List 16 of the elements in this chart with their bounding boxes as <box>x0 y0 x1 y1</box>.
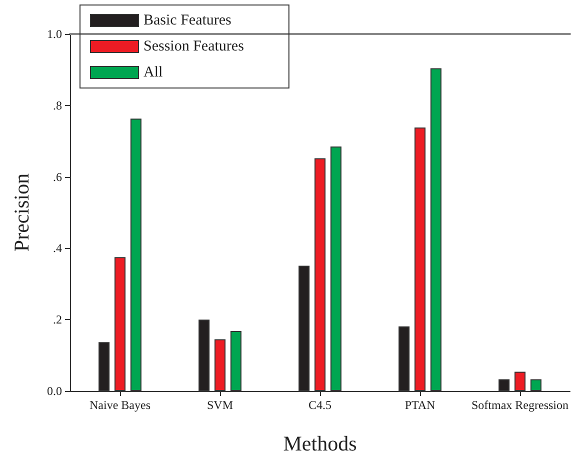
x-tick-label: C4.5 <box>308 398 332 412</box>
y-tick-label: .4 <box>53 241 62 256</box>
y-tick-label: 0.0 <box>47 384 62 398</box>
y-tick-label: .6 <box>53 170 62 184</box>
x-axis-title: Methods <box>283 432 357 456</box>
y-axis-title: Precision <box>10 172 34 252</box>
x-tick-label: Naive Bayes <box>90 398 151 412</box>
legend-label: Session Features <box>144 38 244 54</box>
y-tick-label: .2 <box>53 312 62 327</box>
legend-label: All <box>144 64 163 80</box>
y-tick-label: .8 <box>53 98 62 112</box>
legend-label: Basic Features <box>144 12 232 28</box>
x-tick-label: Softmax Regression <box>472 398 568 412</box>
x-tick-label: SVM <box>206 398 234 412</box>
x-tick-label: PTAN <box>404 398 436 412</box>
y-tick-label: 1.0 <box>47 27 62 41</box>
